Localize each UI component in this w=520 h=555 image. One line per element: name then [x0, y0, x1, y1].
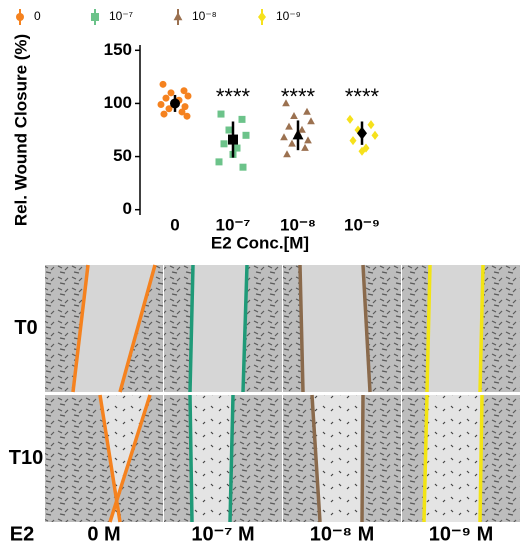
data-point	[282, 99, 290, 107]
data-point	[349, 136, 357, 146]
data-point	[303, 107, 311, 115]
x-tick-label: 10⁻⁹	[344, 215, 380, 234]
x-tick-label: 10⁻⁸	[280, 215, 316, 234]
wound-area	[190, 265, 247, 392]
data-point	[371, 130, 379, 140]
data-point	[367, 120, 375, 130]
significance: ****	[216, 84, 251, 109]
wound-area	[424, 395, 482, 522]
y-tick-label: 0	[123, 199, 132, 218]
data-point	[178, 108, 186, 116]
column-label: 10⁻⁷ M	[191, 523, 254, 545]
data-point	[307, 117, 315, 125]
data-point	[159, 80, 167, 88]
data-point	[165, 105, 173, 113]
data-point	[180, 87, 188, 95]
wound-edge	[118, 264, 157, 393]
wound-edge	[425, 264, 432, 393]
wound-edge	[241, 264, 249, 393]
significance: ****	[345, 84, 380, 109]
mean-marker	[170, 98, 180, 109]
data-point	[184, 92, 192, 100]
column-label: 10⁻⁸ M	[310, 523, 374, 545]
wound-edge	[478, 264, 485, 393]
legend-label: 0	[34, 9, 41, 23]
data-point	[283, 150, 291, 158]
legend-marker	[91, 13, 99, 21]
column-label: 0 M	[87, 523, 120, 545]
y-tick-label: 150	[104, 40, 132, 59]
data-point	[346, 114, 354, 124]
data-point	[290, 111, 298, 119]
y-tick-label: 100	[104, 93, 132, 112]
legend-marker	[173, 12, 183, 21]
data-point	[162, 94, 170, 102]
data-point	[304, 136, 312, 144]
column-label: 10⁻⁹ M	[429, 523, 494, 545]
data-point	[238, 115, 246, 123]
wound-area	[300, 265, 370, 392]
x-tick-label: 0	[170, 215, 179, 234]
wound-area	[73, 265, 155, 392]
data-point	[215, 158, 223, 166]
wound-edge	[478, 394, 484, 523]
data-point	[358, 146, 366, 156]
data-point	[242, 131, 250, 139]
data-point	[181, 103, 189, 111]
row-header: E2	[10, 523, 34, 545]
wound-edge	[108, 394, 152, 523]
wound-area	[100, 395, 150, 522]
data-point	[225, 126, 233, 134]
data-point	[167, 89, 175, 97]
data-point	[160, 110, 168, 118]
mean-marker	[228, 134, 238, 145]
wound-area	[312, 395, 363, 522]
wound-area	[427, 265, 483, 392]
wound-edge	[310, 394, 322, 523]
data-point	[280, 133, 288, 141]
mean-marker	[292, 129, 304, 140]
row-label: T10	[9, 447, 43, 469]
data-point	[239, 163, 247, 171]
wound-edge	[361, 264, 372, 393]
legend-marker	[16, 13, 24, 21]
data-point	[301, 143, 309, 151]
x-tick-label: 10⁻⁷	[216, 215, 251, 234]
wound-edge	[422, 394, 429, 523]
wound-edge	[188, 394, 194, 523]
legend-label: 10⁻⁷	[109, 9, 133, 23]
wound-area	[190, 395, 233, 522]
data-point	[183, 112, 191, 120]
wound-edge	[298, 264, 305, 393]
legend-marker	[258, 11, 266, 23]
data-point	[285, 122, 293, 130]
data-point	[233, 144, 241, 152]
data-point	[217, 110, 225, 118]
data-point	[220, 140, 228, 148]
wound-edge	[188, 264, 195, 393]
y-axis-title: Rel. Wound Closure (%)	[11, 34, 30, 226]
y-tick-label: 50	[113, 146, 132, 165]
legend-label: 10⁻⁸	[192, 9, 217, 23]
data-point	[288, 139, 296, 147]
data-point	[298, 125, 306, 133]
legend-label: 10⁻⁹	[276, 9, 301, 23]
mean-marker	[357, 126, 367, 140]
x-axis-title: E2 Conc.[M]	[211, 233, 309, 252]
wound-edge	[228, 394, 235, 523]
wound-edge	[360, 394, 365, 523]
wound-edge	[71, 264, 90, 393]
row-label: T0	[14, 317, 37, 339]
data-point	[157, 101, 165, 108]
